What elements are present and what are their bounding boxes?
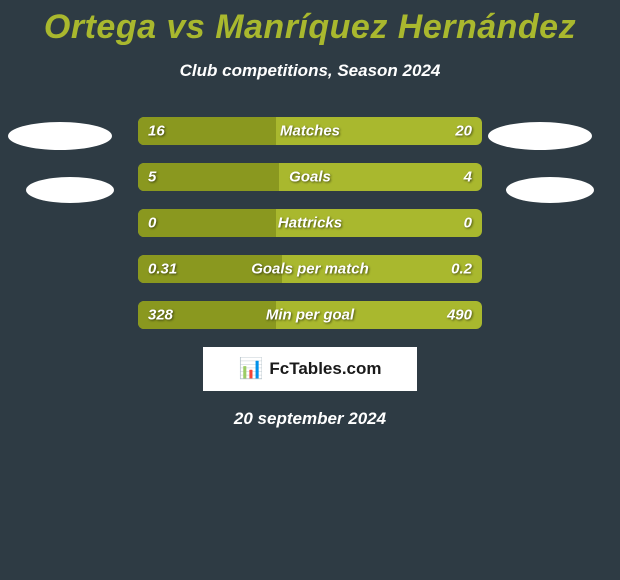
badge-left-2 (26, 177, 114, 203)
stat-label: Matches (280, 123, 340, 140)
date-text: 20 september 2024 (0, 409, 620, 429)
bar-goals-per-match: 0.31 Goals per match 0.2 (138, 255, 482, 283)
stat-label: Goals (289, 169, 331, 186)
stat-left-value: 0.31 (148, 261, 177, 278)
bar-fill (138, 163, 279, 191)
comparison-card: Ortega vs Manríquez Hernández Club compe… (0, 0, 620, 580)
chart-icon: 📊 (238, 359, 263, 379)
stat-right-value: 20 (455, 123, 472, 140)
page-title: Ortega vs Manríquez Hernández (0, 0, 620, 47)
stat-bars: 16 Matches 20 5 Goals 4 0 Hattricks 0 0.… (138, 117, 482, 329)
bar-min-per-goal: 328 Min per goal 490 (138, 301, 482, 329)
source-logo: 📊 FcTables.com (203, 347, 417, 391)
logo-text: FcTables.com (269, 359, 381, 379)
badge-right-2 (506, 177, 594, 203)
stat-left-value: 0 (148, 215, 156, 232)
stat-right-value: 4 (464, 169, 472, 186)
subtitle: Club competitions, Season 2024 (0, 61, 620, 81)
stat-right-value: 490 (447, 307, 472, 324)
bar-matches: 16 Matches 20 (138, 117, 482, 145)
stat-left-value: 16 (148, 123, 165, 140)
stat-left-value: 5 (148, 169, 156, 186)
bar-goals: 5 Goals 4 (138, 163, 482, 191)
badge-right-1 (488, 122, 592, 150)
stat-right-value: 0.2 (451, 261, 472, 278)
stat-left-value: 328 (148, 307, 173, 324)
bar-fill (138, 209, 276, 237)
stat-label: Hattricks (278, 215, 342, 232)
bar-hattricks: 0 Hattricks 0 (138, 209, 482, 237)
stat-label: Min per goal (266, 307, 354, 324)
badge-left-1 (8, 122, 112, 150)
stat-label: Goals per match (251, 261, 369, 278)
stat-right-value: 0 (464, 215, 472, 232)
